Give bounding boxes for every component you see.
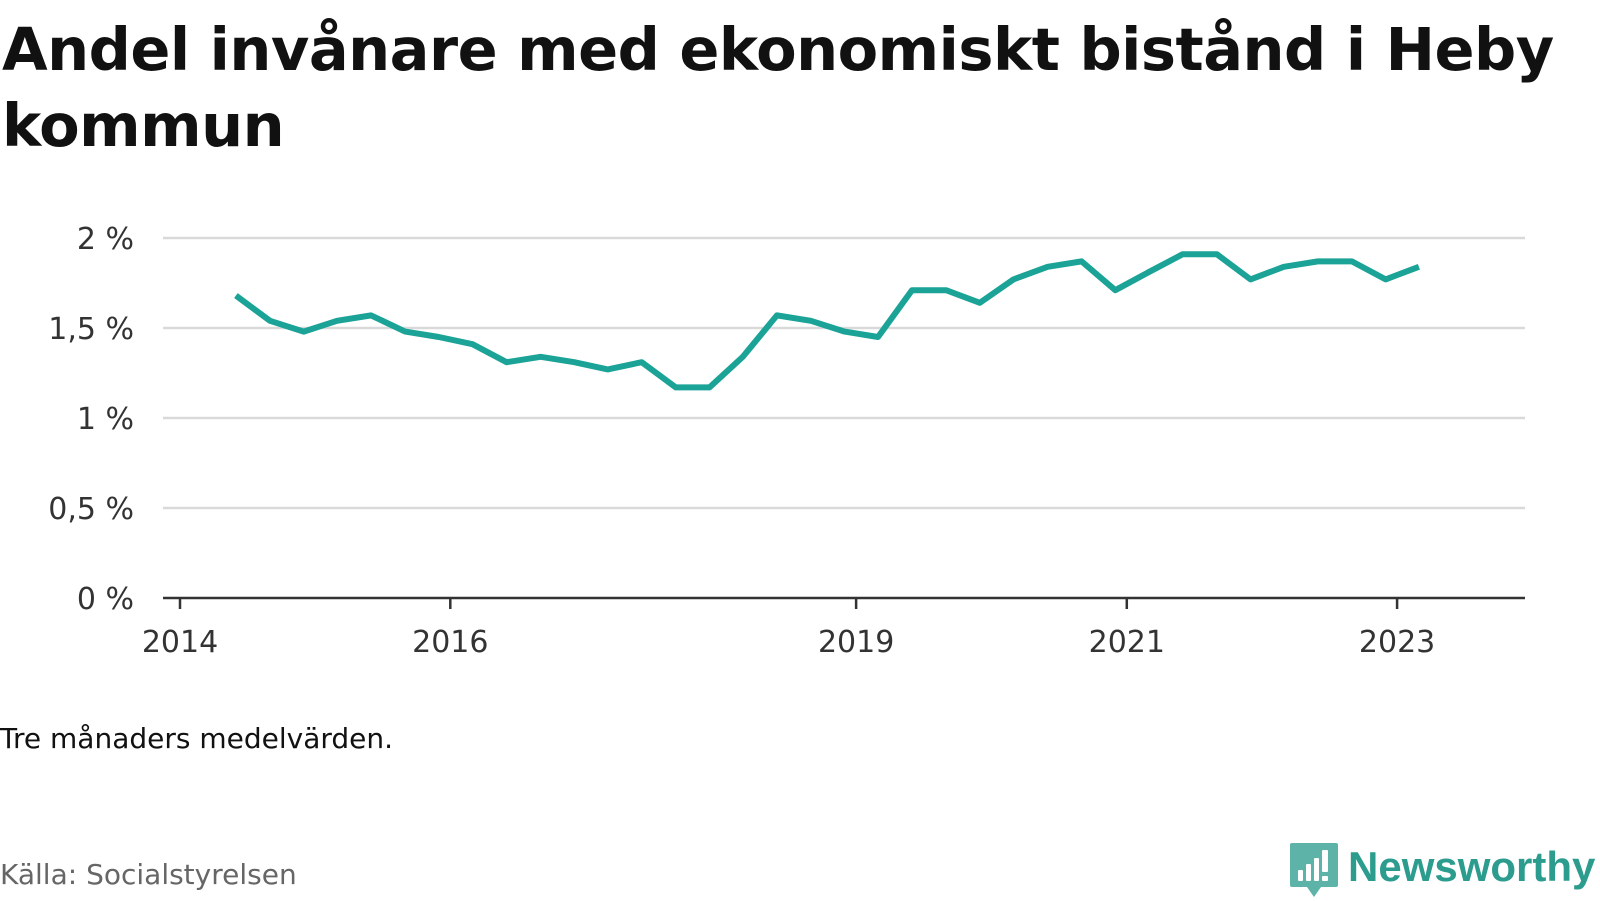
newsworthy-logo-icon [1289, 841, 1339, 901]
y-tick-label: 1,5 % [48, 312, 134, 347]
x-tick-label: 2016 [412, 625, 488, 660]
series-line [236, 254, 1419, 387]
chart-note: Tre månaders medelvärden. [0, 722, 393, 755]
x-tick-label: 2023 [1359, 625, 1435, 660]
series-layer [236, 254, 1419, 387]
y-tick-label: 0 % [77, 582, 134, 617]
x-tick-label: 2019 [818, 625, 894, 660]
y-tick-label: 2 % [77, 222, 134, 257]
x-axis-labels: 2014 2016 2019 2021 2023 [142, 625, 1435, 660]
source-credit: Källa: Socialstyrelsen [0, 858, 297, 891]
y-axis-labels: 0 % 0,5 % 1 % 1,5 % 2 % [48, 222, 134, 617]
x-axis [163, 598, 1525, 609]
brand-logo: Newsworthy [1289, 841, 1599, 901]
gridlines [163, 238, 1525, 508]
y-tick-label: 1 % [77, 402, 134, 437]
x-tick-label: 2021 [1089, 625, 1165, 660]
brand-name: Newsworthy [1348, 841, 1595, 893]
y-tick-label: 0,5 % [48, 492, 134, 527]
x-tick-label: 2014 [142, 625, 218, 660]
